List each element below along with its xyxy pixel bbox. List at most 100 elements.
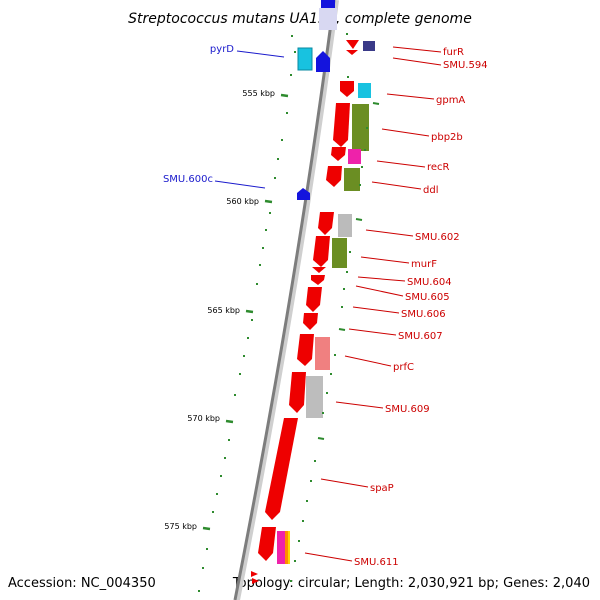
leader-line xyxy=(392,57,442,66)
gene-pyrD[interactable] xyxy=(316,51,330,72)
gene-label[interactable]: SMU.611 xyxy=(354,557,399,568)
gene-label[interactable]: SMU.594 xyxy=(443,60,488,71)
topology-text: Topology: circular; Length: 2,030,921 bp… xyxy=(232,576,590,591)
outer-tick xyxy=(355,218,363,221)
gene-SMU.602-cds-box[interactable] xyxy=(338,214,352,237)
gene-gpmA-cds-box[interactable] xyxy=(358,83,371,98)
gene-bottom-partial-2[interactable] xyxy=(252,578,259,584)
forward-strand-genes xyxy=(251,40,375,584)
gene-recR[interactable] xyxy=(331,147,346,161)
gene-bottom-partial[interactable] xyxy=(251,571,258,577)
gene-label[interactable]: SMU.607 xyxy=(398,331,443,342)
gene-murF[interactable] xyxy=(313,236,330,267)
outer-dot xyxy=(302,520,304,522)
outer-dot xyxy=(322,412,324,414)
tick-dot xyxy=(291,35,293,37)
outer-dot xyxy=(346,271,348,273)
leader-line xyxy=(355,285,404,297)
gene-SMU.594[interactable] xyxy=(346,50,358,55)
gene-label[interactable]: SMU.604 xyxy=(407,277,452,288)
outer-tick xyxy=(317,437,325,440)
scale-label: 570 kbp xyxy=(187,414,220,423)
gene-SMU.606[interactable] xyxy=(306,287,322,312)
gene-ddl[interactable] xyxy=(326,166,342,187)
tick-dot xyxy=(281,139,283,141)
gene-label[interactable]: pbp2b xyxy=(431,132,463,143)
kbp-tick xyxy=(245,309,254,314)
gene-label[interactable]: SMU.609 xyxy=(385,404,430,415)
gene-recR-cds-box[interactable] xyxy=(348,149,361,164)
outer-dot xyxy=(326,392,328,394)
tick-dot xyxy=(228,439,230,441)
leader-line xyxy=(214,180,266,189)
gene-label[interactable]: murF xyxy=(411,259,437,270)
gene-murF-cds-box[interactable] xyxy=(332,238,347,268)
gene-SMU.600c[interactable] xyxy=(297,188,310,200)
leader-line xyxy=(344,355,392,367)
gene-SMU.604[interactable] xyxy=(312,267,326,273)
gene-SMU.605[interactable] xyxy=(311,275,325,285)
gene-SMU.609-cds-box[interactable] xyxy=(306,376,323,418)
gene-label[interactable]: SMU.602 xyxy=(415,232,460,243)
tick-dot xyxy=(265,229,267,231)
gene-pbp2b-cds-box[interactable] xyxy=(352,104,369,151)
reverse-strand-genes xyxy=(297,47,330,200)
gene-ddl-cds-box[interactable] xyxy=(344,168,360,191)
tick-dot xyxy=(290,74,292,76)
gene-furR[interactable] xyxy=(346,40,359,49)
outer-dot xyxy=(361,166,363,168)
tick-dot xyxy=(206,548,208,550)
gene-label[interactable]: spaP xyxy=(370,483,394,494)
outer-dot xyxy=(343,288,345,290)
outer-dot xyxy=(364,149,366,151)
gene-label[interactable]: pyrD xyxy=(210,44,234,55)
tick-dot xyxy=(216,493,218,495)
reverse-gene-labels: pyrD SMU.600c xyxy=(163,44,234,185)
gene-label[interactable]: recR xyxy=(427,162,450,173)
gene-SMU.611-cds-stripe-2 xyxy=(288,531,290,564)
gene-pbp2b[interactable] xyxy=(333,103,350,147)
gene-SMU.602[interactable] xyxy=(318,212,334,235)
backbone-shadow xyxy=(234,0,339,600)
gene-label[interactable]: SMU.606 xyxy=(401,309,446,320)
tick-dot xyxy=(274,177,276,179)
gene-spaP[interactable] xyxy=(265,418,298,520)
gene-pyrD-cds-box[interactable] xyxy=(297,47,313,71)
gene-prfC-cds-box[interactable] xyxy=(315,337,330,370)
tick-dot xyxy=(286,112,288,114)
gene-SMU.611[interactable] xyxy=(258,527,276,561)
gene-SMU.611-cds-box[interactable] xyxy=(277,531,285,564)
gene-label[interactable]: SMU.605 xyxy=(405,292,450,303)
outer-dot xyxy=(349,251,351,253)
outer-dot xyxy=(359,184,361,186)
tick-dot xyxy=(251,319,253,321)
gene-label[interactable]: furR xyxy=(443,47,464,58)
gene-SMU.607[interactable] xyxy=(303,313,318,330)
outer-dot xyxy=(310,480,312,482)
map-title: Streptococcus mutans UA159, complete gen… xyxy=(128,11,472,27)
gene-label[interactable]: ddl xyxy=(423,185,438,196)
leader-line xyxy=(304,552,353,562)
scale-label: 565 kbp xyxy=(207,306,240,315)
forward-gene-labels: furR SMU.594 gpmA pbp2b recR ddl SMU.602… xyxy=(354,47,488,568)
gene-SMU.611-cds-stripe xyxy=(285,531,288,564)
scale-label: 560 kbp xyxy=(226,197,259,206)
outer-dot xyxy=(366,127,368,129)
gene-gpmA[interactable] xyxy=(340,81,354,97)
tick-dot xyxy=(202,567,204,569)
kbp-tick xyxy=(225,419,234,424)
gene-label[interactable]: SMU.600c xyxy=(163,174,213,185)
leader-line xyxy=(376,160,426,168)
outer-dot xyxy=(306,500,308,502)
gene-label[interactable]: gpmA xyxy=(436,95,465,106)
tick-dot xyxy=(269,212,271,214)
gene-prfC[interactable] xyxy=(297,334,314,366)
kbp-tick xyxy=(280,93,289,98)
gene-SMU.609[interactable] xyxy=(289,372,306,413)
tick-dot xyxy=(239,373,241,375)
outer-dot xyxy=(341,306,343,308)
scale-label: 575 kbp xyxy=(164,522,197,531)
gene-furR-cds-box[interactable] xyxy=(363,41,375,51)
gene-label[interactable]: prfC xyxy=(393,362,414,373)
